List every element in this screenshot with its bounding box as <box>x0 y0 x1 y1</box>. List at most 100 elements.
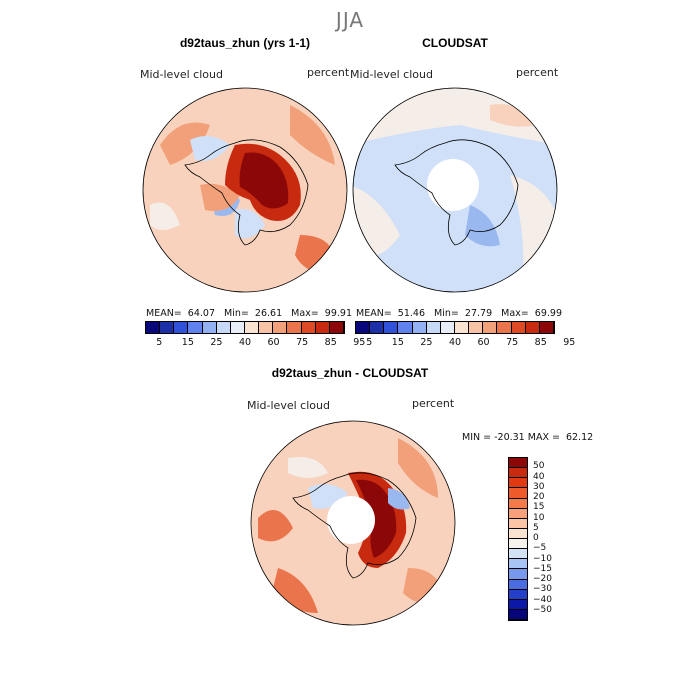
colorbar-tick-label: 95 <box>353 337 366 348</box>
colorbar-tick-label: 25 <box>210 337 223 348</box>
colorbar-tick-label: −5 <box>533 543 547 554</box>
colorbar-swatch <box>509 569 527 580</box>
colorbar-swatch <box>160 322 175 333</box>
panel-top-left-variable-label: Mid-level cloud <box>140 68 223 81</box>
colorbar-swatch <box>509 539 527 550</box>
colorbar-tick-label: −15 <box>533 563 552 574</box>
missing-data-hole <box>327 496 375 544</box>
colorbar-swatch <box>509 609 527 620</box>
field-patch-orange <box>290 105 335 165</box>
missing-data-hole <box>427 159 479 211</box>
colorbar-tick-label: 5 <box>366 337 373 348</box>
panel-bottom-title: d92taus_zhun - CLOUDSAT <box>271 366 429 380</box>
colorbar-swatch <box>509 498 527 509</box>
panel-top-left-title: d92taus_zhun (yrs 1-1) <box>179 36 311 50</box>
colorbar-swatch <box>509 518 527 529</box>
colorbar-tick-label: 95 <box>563 337 576 348</box>
field-patch-mid-blue <box>465 205 500 247</box>
colorbar-swatch <box>259 322 274 333</box>
colorbar-swatch <box>509 528 527 539</box>
panel-bottom-map <box>250 420 456 626</box>
panel-top-left-stats: MEAN= 64.07 Min= 26.61 Max= 99.91 <box>146 308 353 319</box>
colorbar-swatch <box>244 322 260 333</box>
field-patch-mid-blue <box>388 488 410 510</box>
colorbar-swatch <box>539 322 554 333</box>
colorbar-swatch <box>329 322 344 333</box>
colorbar-tick-label: 5 <box>533 522 539 533</box>
field-patch-deep-orange <box>258 510 293 542</box>
colorbar-swatch <box>509 508 527 519</box>
panel-top-left-units-label: percent <box>307 66 350 79</box>
antarctica-coastline <box>184 139 309 246</box>
colorbar-swatch <box>174 322 189 333</box>
colorbar-right-ticks: 5 15 25 40 60 75 85 95 <box>355 337 575 349</box>
colorbar-swatch <box>287 322 302 333</box>
field-patch-orange <box>160 122 210 165</box>
colorbar-tick-label: 0 <box>533 533 539 543</box>
colorbar-swatch <box>509 559 527 570</box>
colorbar-swatch <box>146 322 161 333</box>
colorbar-tick-label: −50 <box>533 604 552 615</box>
colorbar-swatch <box>509 488 527 499</box>
field-patch-orange <box>200 183 240 211</box>
colorbar-swatch <box>384 322 399 333</box>
colorbar-swatch <box>412 322 427 333</box>
panel-top-right-map <box>352 87 558 293</box>
panel-bottom-stats: MIN = -20.31 MAX = 62.12 <box>462 432 594 443</box>
panel-bottom-units-label: percent <box>412 397 455 410</box>
colorbar-swatch <box>483 322 498 333</box>
colorbar-tick-label: −30 <box>533 584 552 595</box>
colorbar-tick-label: −10 <box>533 553 552 564</box>
colorbar-swatch <box>509 468 527 479</box>
colorbar-tick-label: 40 <box>238 337 252 348</box>
colorbar-swatch <box>356 322 371 333</box>
colorbar-difference-ticks: 50 40 30 20 15 10 5 0 −5 −10 −15 −20 −30 −40 −50 <box>533 457 573 621</box>
colorbar-tick-label: 60 <box>267 337 280 348</box>
colorbar-swatch <box>525 322 540 333</box>
colorbar-swatch <box>497 322 512 333</box>
colorbar-tick-label: 25 <box>420 337 433 348</box>
colorbar-tick-label: 15 <box>391 337 404 348</box>
panel-top-right-title: CLOUDSAT <box>422 36 488 50</box>
season-title: JJA <box>335 8 365 32</box>
colorbar-swatch <box>202 322 217 333</box>
colorbar-swatch <box>511 322 526 333</box>
colorbar-tick-label: 20 <box>533 492 545 502</box>
colorbar-tick-label: −40 <box>533 594 552 605</box>
panel-top-right-units-label: percent <box>516 66 559 79</box>
field-patch-background <box>490 104 535 127</box>
colorbar-swatch <box>509 549 527 560</box>
colorbar-tick-label: 75 <box>506 337 519 348</box>
map-boundary <box>250 420 456 626</box>
map-boundary <box>352 87 558 293</box>
field-patch-orange <box>398 438 438 498</box>
colorbar-tick-label: −20 <box>533 574 552 584</box>
field-patch-dark-red <box>239 152 289 209</box>
colorbar-tick-label: 85 <box>534 337 547 348</box>
colorbar-tick-label: 40 <box>448 337 462 348</box>
field-patch-dark-red <box>356 479 397 558</box>
colorbar-swatch <box>273 322 288 333</box>
colorbar-left <box>145 321 345 334</box>
colorbar-swatch <box>454 322 470 333</box>
colorbar-right <box>355 321 555 334</box>
colorbar-swatch <box>398 322 413 333</box>
colorbar-tick-label: 15 <box>181 337 194 348</box>
panel-top-left-map <box>142 87 348 293</box>
colorbar-tick-label: 15 <box>533 502 545 513</box>
panel-top-right-stats: MEAN= 51.46 Min= 27.79 Max= 69.99 <box>356 308 563 319</box>
colorbar-left-ticks: 5 15 25 40 60 75 85 95 <box>145 337 365 349</box>
colorbar-tick-label: 30 <box>533 481 545 492</box>
colorbar-swatch <box>301 322 316 333</box>
colorbar-swatch <box>469 322 484 333</box>
colorbar-tick-label: 10 <box>533 512 545 523</box>
antarctica-coastline <box>394 139 519 246</box>
colorbar-swatch <box>509 589 527 600</box>
colorbar-swatch <box>426 322 441 333</box>
colorbar-swatch <box>509 458 527 469</box>
colorbar-swatch <box>188 322 203 333</box>
colorbar-tick-label: 75 <box>296 337 309 348</box>
colorbar-swatch <box>315 322 330 333</box>
colorbar-swatch <box>216 322 231 333</box>
colorbar-tick-label: 60 <box>477 337 490 348</box>
